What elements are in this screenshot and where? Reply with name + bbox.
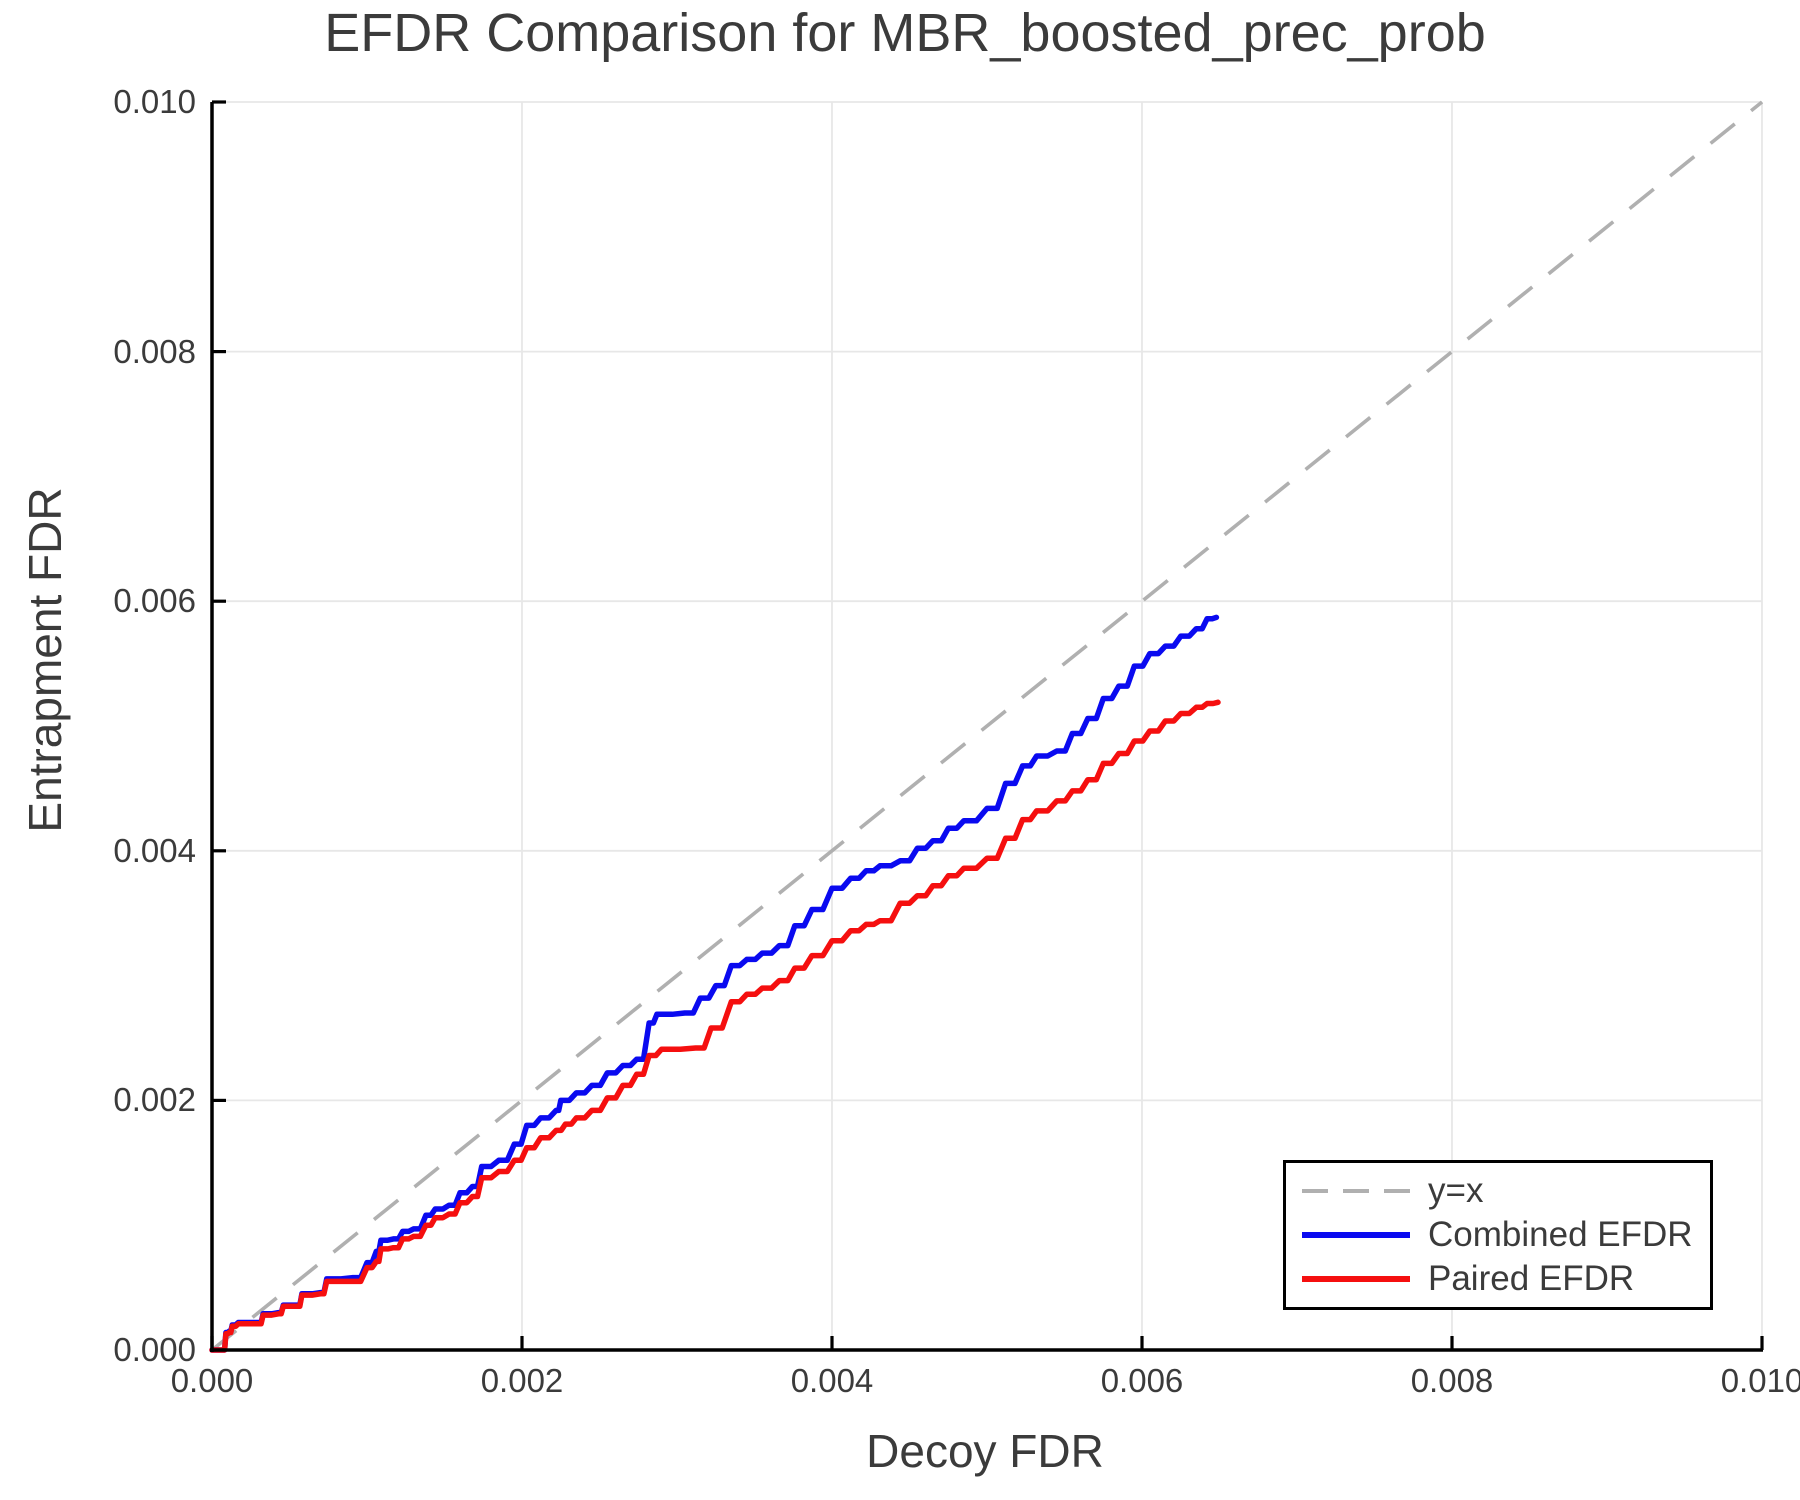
legend-label-identity: y=x <box>1428 1171 1484 1210</box>
x-tick-label: 0.000 <box>170 1362 254 1399</box>
x-tick-label: 0.004 <box>790 1362 874 1399</box>
y-tick-label: 0.004 <box>113 831 196 869</box>
x-tick-label: 0.006 <box>1100 1362 1184 1399</box>
legend-item-combined: Combined EFDR <box>1286 1215 1710 1255</box>
combined-efdr-line <box>209 614 1220 1353</box>
paired-efdr-line <box>209 699 1221 1353</box>
y-tick-label: 0.008 <box>113 332 196 370</box>
identity-line <box>210 100 1764 1352</box>
x-tick-label: 0.010 <box>1720 1362 1800 1399</box>
y-tick-label: 0.002 <box>113 1081 196 1119</box>
paired-line-sample-icon <box>1302 1276 1410 1282</box>
legend-label-combined: Combined EFDR <box>1428 1215 1693 1254</box>
x-tick-label: 0.008 <box>1410 1362 1494 1399</box>
x-axis-label: Decoy FDR <box>866 1425 1104 1477</box>
identity-line-sample-icon <box>1302 1189 1410 1193</box>
combined-line-sample-icon <box>1302 1232 1410 1238</box>
chart-title: EFDR Comparison for MBR_boosted_prec_pro… <box>324 3 1486 63</box>
legend-item-paired: Paired EFDR <box>1286 1259 1710 1299</box>
legend: y=x Combined EFDR Paired EFDR <box>1283 1160 1713 1310</box>
legend-label-paired: Paired EFDR <box>1428 1259 1635 1298</box>
x-tick-label: 0.002 <box>480 1362 564 1399</box>
y-tick-label: 0.006 <box>113 582 196 620</box>
legend-item-identity: y=x <box>1286 1171 1710 1211</box>
y-tick-label: 0.000 <box>113 1331 196 1368</box>
y-tick-label: 0.010 <box>113 83 196 120</box>
